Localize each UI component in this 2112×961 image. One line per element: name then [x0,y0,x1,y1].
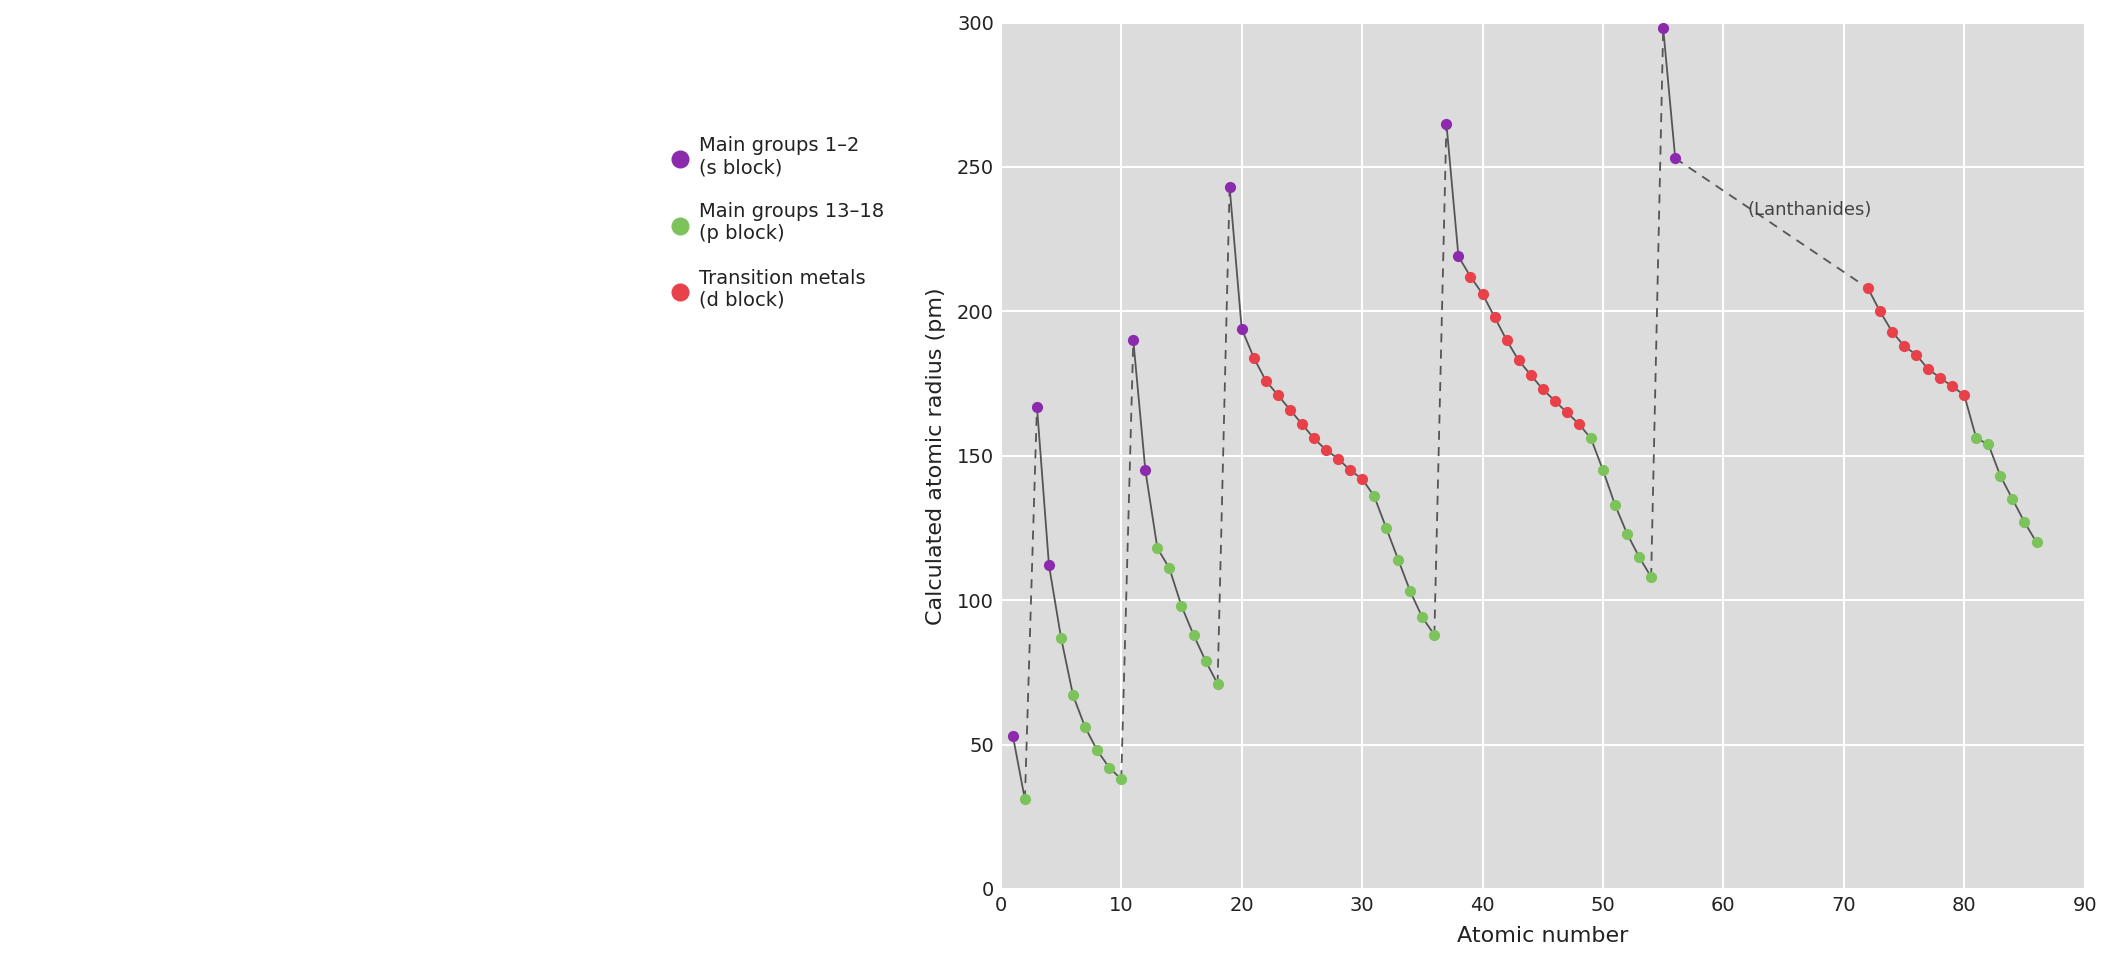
Point [1983,468,2017,483]
Point [1875,324,1909,339]
Point [1153,560,1187,576]
Point [1212,180,1246,195]
Point [1970,436,2004,452]
Point [1658,151,1692,166]
Point [1622,549,1656,564]
Point [1417,628,1451,643]
Point [1502,353,1535,368]
Point [1284,416,1318,431]
Point [2009,514,2042,530]
Point [1478,309,1512,325]
Point [1322,451,1356,466]
Point [1381,552,1415,567]
Point [1079,743,1113,758]
Point [1333,462,1366,478]
Point [1442,249,1476,264]
Point [1189,653,1223,669]
X-axis label: Atomic number: Atomic number [1457,926,1628,946]
Point [1453,269,1487,284]
Point [1899,347,1932,362]
Y-axis label: Calculated atomic radius (pm): Calculated atomic radius (pm) [925,287,946,625]
Point [1935,379,1968,394]
Point [1225,321,1259,336]
Point [1248,373,1282,388]
Point [1358,488,1392,504]
Point [1007,792,1041,807]
Point [1261,387,1295,403]
Point [1092,760,1126,776]
Point [1430,116,1464,132]
Text: (Lanthanides): (Lanthanides) [1747,201,1871,219]
Point [1947,387,1981,403]
Point [1599,497,1633,512]
Point [997,728,1031,744]
Point [1888,338,1922,354]
Point [1105,772,1138,787]
Point [1635,569,1668,584]
Point [1609,526,1643,541]
Point [1550,405,1584,420]
Point [1274,402,1307,417]
Point [1996,491,2030,506]
Point [1345,471,1379,486]
Point [1960,431,1994,446]
Point [1404,610,1438,626]
Point [1033,557,1067,573]
Point [1369,520,1402,535]
Point [1297,431,1331,446]
Point [2019,534,2053,550]
Point [1863,304,1897,319]
Point [1850,281,1884,296]
Point [1202,677,1236,692]
Point [1645,20,1679,36]
Point [1128,462,1162,478]
Point [1056,688,1090,703]
Point [1489,333,1523,348]
Point [1238,350,1271,365]
Point [1309,442,1343,457]
Point [1140,540,1174,555]
Point [1020,399,1054,414]
Point [1538,393,1571,408]
Point [1043,630,1077,646]
Point [1069,720,1102,735]
Point [1394,583,1428,599]
Point [1117,333,1151,348]
Point [1586,462,1620,478]
Point [1573,431,1607,446]
Legend: Main groups 1–2
(s block), Main groups 13–18
(p block), Transition metals
(d blo: Main groups 1–2 (s block), Main groups 1… [680,136,885,309]
Point [1176,628,1210,643]
Point [1911,361,1945,377]
Point [1514,367,1548,382]
Point [1525,382,1559,397]
Point [1466,286,1500,302]
Point [1924,370,1958,385]
Point [1164,598,1198,613]
Point [1563,416,1597,431]
